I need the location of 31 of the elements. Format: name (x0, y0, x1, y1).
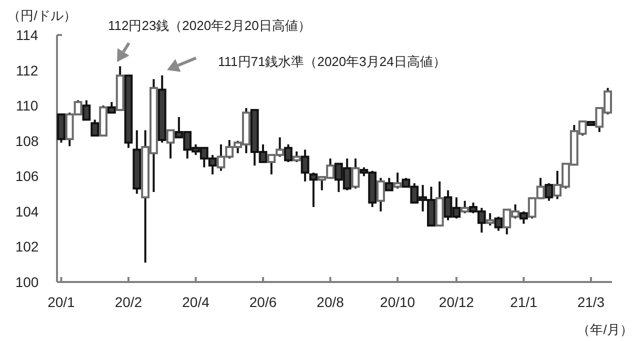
x-tick-label: 20/2 (114, 294, 142, 310)
y-axis-title: （円/ドル） (8, 8, 76, 23)
y-tick-label: 110 (16, 98, 38, 114)
y-tick-label: 114 (16, 27, 38, 43)
candlestick (494, 216, 503, 232)
x-axis-title: （年/月） (577, 322, 633, 337)
x-tick-label: 20/8 (316, 294, 344, 310)
annotation: 111円71銭水準（2020年3月24日高値） (218, 54, 446, 69)
candlestick (300, 148, 310, 182)
candlestick (90, 118, 100, 137)
x-tick-label: 21/1 (510, 294, 538, 310)
candlestick (309, 172, 318, 208)
x-tick-label: 20/6 (249, 294, 277, 310)
candlestick (520, 210, 528, 225)
x-tick-label: 21/3 (577, 294, 605, 310)
y-tick-label: 112 (16, 62, 38, 78)
y-tick-label: 108 (15, 132, 39, 149)
y-tick-label: 106 (15, 168, 39, 184)
candlestick (284, 143, 292, 164)
y-tick-label: 104 (15, 203, 39, 220)
x-tick-label: 20/1 (48, 294, 76, 310)
candlestick (82, 99, 91, 121)
candlestick (107, 101, 116, 114)
candlestick (544, 182, 554, 202)
x-tick-label: 20/10 (380, 294, 416, 310)
x-tick-label: 20/12 (438, 294, 474, 310)
y-tick-label: 100 (15, 274, 39, 290)
text: 112円23銭（2020年2月20日高値） (108, 18, 311, 33)
y-tick-label: 102 (15, 238, 39, 255)
x-tick-label: 20/4 (182, 294, 210, 310)
candlestick (384, 176, 394, 192)
